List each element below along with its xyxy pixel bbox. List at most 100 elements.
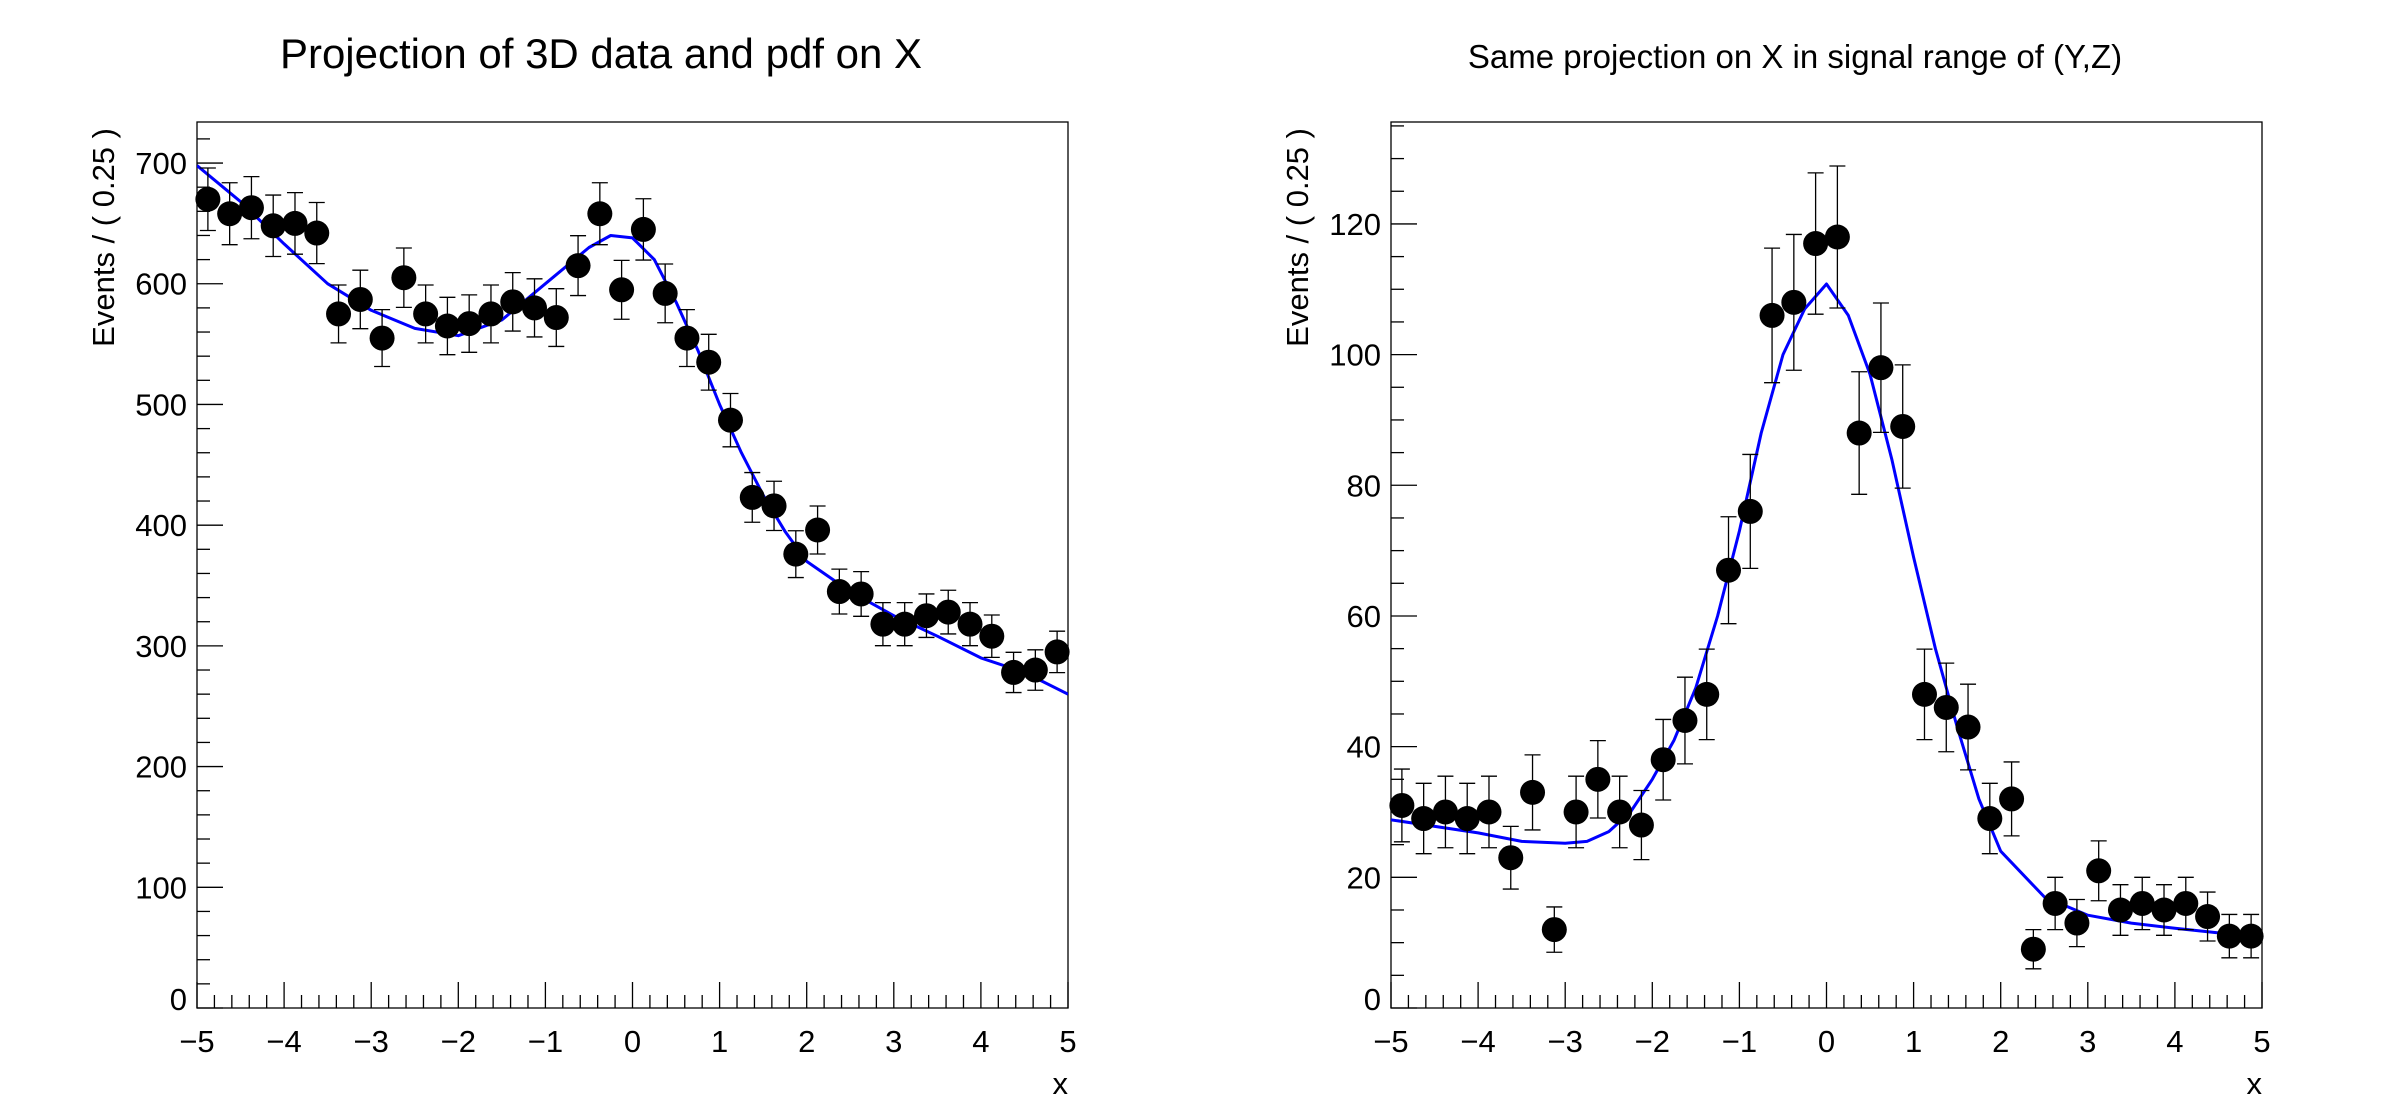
marker — [522, 295, 548, 321]
marker — [543, 305, 569, 331]
left-data-point — [805, 505, 831, 555]
marker — [434, 313, 460, 339]
marker — [2151, 897, 2177, 923]
marker — [1432, 799, 1458, 825]
left-data-point — [848, 570, 874, 617]
right-data-point — [1672, 676, 1698, 765]
left-data-point — [347, 269, 373, 330]
left-x-tick-label: 3 — [885, 1024, 902, 1059]
right-data-point — [1520, 754, 1546, 831]
right-x-tick-label: 0 — [1818, 1024, 1835, 1059]
right-data-point — [1803, 172, 1829, 315]
left-data-point — [652, 263, 678, 324]
right-data-point — [2064, 898, 2090, 948]
left-x-tick-label: −3 — [354, 1024, 389, 1059]
left-y-tick-label: 500 — [135, 387, 187, 422]
left-plot-title: Projection of 3D data and pdf on X — [280, 30, 922, 77]
marker — [870, 611, 896, 637]
marker — [369, 325, 395, 351]
left-data-point — [238, 175, 264, 240]
left-data-point — [783, 530, 809, 579]
marker — [2064, 910, 2090, 936]
marker — [957, 611, 983, 637]
left-y-tick-label: 200 — [135, 750, 187, 785]
marker — [587, 201, 613, 227]
right-data-point — [1541, 906, 1567, 953]
left-x-tick-label: 2 — [798, 1024, 815, 1059]
right-data-point — [2086, 840, 2112, 902]
right-y-tick-label: 0 — [1364, 982, 1381, 1017]
right-data-point — [2129, 876, 2155, 931]
left-data-point — [979, 614, 1005, 659]
left-x-axis-label: x — [1053, 1066, 1069, 1101]
right-x-tick-label: −4 — [1460, 1024, 1495, 1059]
right-data-point — [1389, 768, 1415, 843]
right-data-point — [2238, 913, 2264, 959]
marker — [674, 325, 700, 351]
marker — [1001, 659, 1027, 685]
marker — [1846, 420, 1872, 446]
right-data-point — [2173, 876, 2199, 931]
marker — [2216, 923, 2242, 949]
left-x-tick-label: 4 — [972, 1024, 989, 1059]
left-x-tick-label: 0 — [624, 1024, 641, 1059]
right-x-tick-label: 4 — [2166, 1024, 2183, 1059]
right-y-tick-label: 40 — [1347, 730, 1381, 765]
right-y-axis-label: Events / ( 0.25 ) — [1280, 128, 1315, 347]
left-x-tick-label: −5 — [179, 1024, 214, 1059]
marker — [2195, 904, 2221, 930]
right-data-point — [1977, 782, 2003, 855]
right-data-point — [2020, 928, 2046, 970]
marker — [2042, 890, 2068, 916]
marker — [326, 301, 352, 327]
right-data-point — [1911, 648, 1937, 741]
marker — [1737, 498, 1763, 524]
marker — [717, 407, 743, 433]
marker — [2238, 923, 2264, 949]
marker — [805, 517, 831, 543]
right-x-tick-label: −3 — [1548, 1024, 1583, 1059]
marker — [456, 311, 482, 337]
right-plot-panel: Same projection on X in signal range of … — [1280, 38, 2271, 1101]
marker — [1672, 708, 1698, 734]
left-data-point — [543, 288, 569, 348]
marker — [739, 484, 765, 510]
right-data-point — [1933, 662, 1959, 753]
left-data-point — [1001, 651, 1027, 694]
right-y-tick-label: 20 — [1347, 860, 1381, 895]
left-plot-frame — [196, 121, 1069, 1009]
marker — [1411, 806, 1437, 832]
marker — [1803, 231, 1829, 257]
right-data-point — [1868, 302, 1894, 434]
marker — [2086, 858, 2112, 884]
marker — [282, 210, 308, 236]
marker — [892, 611, 918, 637]
marker — [1628, 812, 1654, 838]
marker — [1977, 806, 2003, 832]
right-data-point — [1476, 775, 1502, 849]
right-x-tick-label: 1 — [1905, 1024, 1922, 1059]
right-data-point — [1955, 683, 1981, 771]
marker — [238, 195, 264, 221]
right-pdf-curve — [1391, 282, 2262, 939]
marker — [1044, 639, 1070, 665]
right-plot-title: Same projection on X in signal range of … — [1468, 38, 2122, 75]
marker — [826, 579, 852, 605]
marker — [413, 301, 439, 327]
right-y-tick-label: 100 — [1329, 338, 1381, 373]
left-data-point — [717, 392, 743, 448]
left-x-tick-label: −2 — [441, 1024, 476, 1059]
right-data-point — [1585, 740, 1611, 819]
left-data-point — [892, 601, 918, 647]
right-y-tick-label: 80 — [1347, 468, 1381, 503]
marker — [1476, 799, 1502, 825]
left-data-point — [1044, 630, 1070, 674]
marker — [1781, 289, 1807, 315]
left-data-point — [870, 601, 896, 647]
left-y-tick-label: 400 — [135, 508, 187, 543]
marker — [1022, 657, 1048, 683]
left-data-point — [478, 284, 504, 344]
left-data-point — [434, 296, 460, 356]
left-y-tick-label: 300 — [135, 629, 187, 664]
right-data-point — [1628, 789, 1654, 861]
